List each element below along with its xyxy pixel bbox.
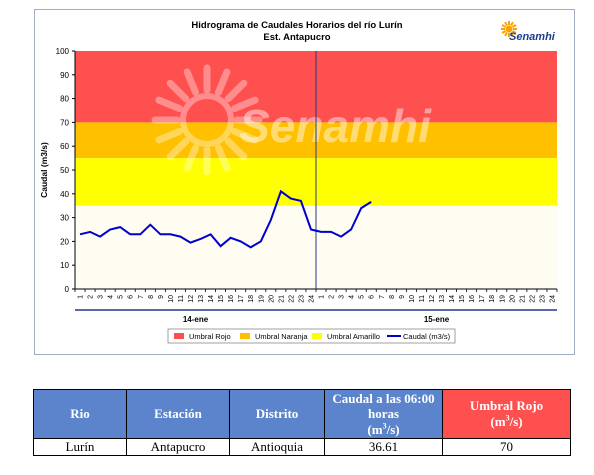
y-tick-label: 100: [56, 47, 70, 56]
x-tick-label: 14: [208, 295, 215, 303]
summary-table: Rio Estación Distrito Caudal a las 06:00…: [33, 389, 571, 456]
watermark-sun-icon: [151, 64, 263, 176]
x-tick-label: 18: [248, 295, 255, 303]
x-tick-label: 23: [298, 295, 305, 303]
legend-swatch: [312, 333, 322, 339]
x-tick-label: 3: [339, 295, 346, 299]
x-tick-label: 9: [399, 295, 406, 299]
header-umbral-rojo: Umbral Rojo (m3/s): [442, 389, 571, 439]
chart-subtitle: Est. Antapucro: [263, 32, 330, 43]
legend-box: [167, 328, 456, 344]
chart-title: Hidrograma de Caudales Horarios del río …: [191, 20, 402, 31]
x-tick-label: 22: [529, 295, 536, 303]
header-estacion: Estación: [126, 389, 230, 439]
y-tick-label: 60: [60, 142, 69, 151]
x-tick-label: 14: [449, 295, 456, 303]
x-tick-label: 8: [389, 295, 396, 299]
header-rio: Rio: [33, 389, 127, 439]
legend-swatch: [240, 333, 250, 339]
series-line-caudal: [79, 189, 372, 249]
cell-caudal: 36.61: [324, 438, 443, 456]
x-tick-label: 9: [158, 295, 165, 299]
x-tick-label: 23: [539, 295, 546, 303]
y-tick-label: 70: [60, 118, 69, 127]
y-tick-label: 80: [60, 95, 69, 104]
day-label: 15-ene: [424, 315, 450, 324]
x-tick-label: 8: [148, 295, 155, 299]
x-tick-label: 2: [329, 295, 336, 299]
y-tick-label: 40: [60, 190, 69, 199]
x-tick-label: 5: [118, 295, 125, 299]
x-tick-label: 17: [479, 295, 486, 303]
cell-distrito: Antioquia: [229, 438, 325, 456]
x-tick-label: 10: [409, 295, 416, 303]
header-caudal: Caudal a las 06:00 horas (m3/s): [324, 389, 443, 439]
cell-umbral: 70: [442, 438, 571, 456]
x-tick-label: 6: [128, 295, 135, 299]
x-tick-label: 5: [359, 295, 366, 299]
x-tick-label: 7: [379, 295, 386, 299]
x-tick-label: 16: [469, 295, 476, 303]
x-tick-label: 13: [198, 295, 205, 303]
x-tick-label: 12: [188, 295, 195, 303]
x-tick-label: 12: [429, 295, 436, 303]
x-tick-label: 21: [278, 295, 285, 303]
senamhi-logo-icon: [501, 21, 517, 37]
day-label: 14-ene: [183, 315, 209, 324]
cell-rio: Lurín: [33, 438, 127, 456]
table-row: Lurín Antapucro Antioquia 36.61 70: [33, 438, 571, 456]
x-tick-label: 22: [288, 295, 295, 303]
x-tick-label: 18: [489, 295, 496, 303]
x-tick-label: 16: [228, 295, 235, 303]
legend-swatch: [174, 333, 184, 339]
x-tick-label: 21: [519, 295, 526, 303]
header-distrito: Distrito: [229, 389, 325, 439]
x-tick-label: 2: [88, 295, 95, 299]
x-tick-label: 20: [509, 295, 516, 303]
x-tick-label: 3: [98, 295, 105, 299]
x-tick-label: 6: [369, 295, 376, 299]
y-axis-label: Caudal (m3/s): [39, 142, 49, 198]
x-tick-label: 24: [549, 295, 556, 303]
x-tick-label: 15: [218, 295, 225, 303]
x-tick-label: 15: [459, 295, 466, 303]
legend-label: Umbral Naranja: [255, 332, 308, 341]
logo-text: Senamhi: [509, 31, 556, 43]
y-tick-label: 90: [60, 71, 69, 80]
y-tick-label: 20: [60, 237, 69, 246]
x-tick-label: 4: [108, 295, 115, 299]
y-tick-label: 10: [60, 261, 69, 270]
x-tick-label: 19: [499, 295, 506, 303]
x-tick-label: 4: [349, 295, 356, 299]
legend-label: Umbral Rojo: [189, 332, 231, 341]
x-tick-label: 13: [439, 295, 446, 303]
x-tick-label: 1: [78, 295, 85, 299]
x-tick-label: 10: [168, 295, 175, 303]
legend-label: Caudal (m3/s): [403, 332, 451, 341]
chart-frame: Senamhi Senamhi 0 10 20 30 40 50 60 70 80 90 100 Ca…: [34, 9, 575, 355]
x-tick-label: 19: [258, 295, 265, 303]
y-tick-label: 0: [65, 285, 70, 294]
watermark-text: Senamhi: [239, 100, 432, 152]
y-tick-label: 50: [60, 166, 69, 175]
x-tick-label: 17: [238, 295, 245, 303]
x-tick-label: 1: [319, 295, 326, 299]
hydrograph-chart: Senamhi Senamhi 0 10 20 30 40 50 60 70 80 90 100 Ca…: [39, 20, 558, 344]
y-tick-label: 30: [60, 214, 69, 223]
x-tick-label: 7: [138, 295, 145, 299]
cell-estacion: Antapucro: [126, 438, 230, 456]
x-tick-label: 11: [419, 295, 426, 302]
x-tick-label: 24: [308, 295, 315, 303]
legend-label: Umbral Amarillo: [327, 332, 380, 341]
x-tick-label: 20: [268, 295, 275, 303]
x-tick-label: 11: [178, 295, 185, 302]
